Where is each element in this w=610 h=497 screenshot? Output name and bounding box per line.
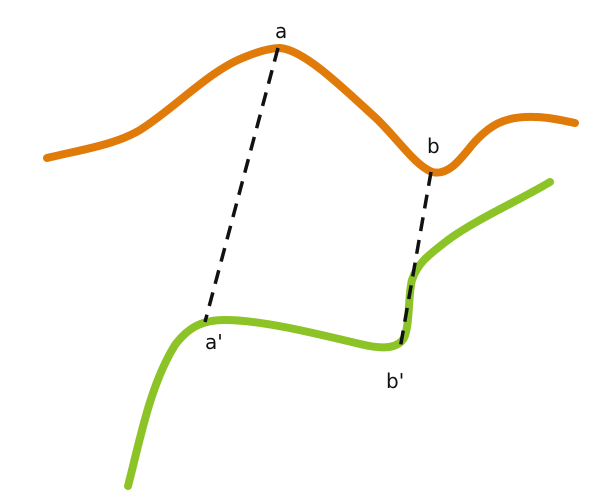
connector-b-to-b-prime [398,171,433,350]
lower-curve [124,178,554,490]
label-b: b [427,134,440,158]
label-a-prime: a' [205,330,223,354]
label-b-prime: b' [386,369,404,393]
upper-curve [43,43,579,177]
connector-a-to-a-prime [203,47,280,323]
label-a: a [275,19,287,43]
